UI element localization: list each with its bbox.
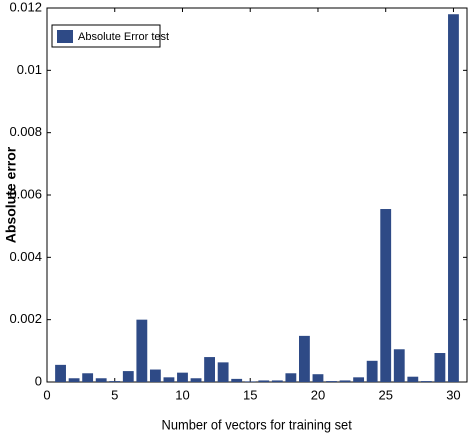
- bar: [177, 372, 188, 382]
- x-tick-label: 0: [43, 387, 50, 402]
- x-tick-label: 10: [175, 387, 189, 402]
- y-axis-label: Absolute error: [3, 146, 19, 243]
- plot-frame: [46, 7, 468, 383]
- bar: [204, 357, 215, 382]
- bar: [353, 377, 365, 382]
- x-axis-label: Number of vectors for training set: [162, 417, 352, 433]
- bar: [285, 373, 297, 382]
- y-tick-label: 0: [35, 373, 42, 388]
- bar: [366, 360, 378, 382]
- bar: [95, 378, 107, 382]
- x-tick-label: 25: [378, 387, 392, 402]
- bar: [122, 371, 134, 382]
- bar: [393, 349, 405, 382]
- y-tick-label: 0.012: [9, 0, 42, 14]
- legend-swatch: [57, 30, 73, 43]
- x-tick-label: 15: [243, 387, 257, 402]
- bar: [407, 376, 419, 382]
- bar: [244, 381, 256, 382]
- x-tick-label: 5: [111, 387, 118, 402]
- bar: [258, 380, 270, 382]
- x-tick-label: 30: [446, 387, 460, 402]
- bar: [380, 209, 392, 382]
- bar: [448, 14, 459, 382]
- bar: [109, 381, 121, 382]
- bar: [339, 380, 351, 382]
- bar: [326, 381, 337, 382]
- bar: [217, 362, 229, 382]
- y-tick-label: 0.002: [9, 311, 42, 326]
- bar: [55, 364, 66, 382]
- legend-label: Absolute Error test: [78, 31, 169, 43]
- y-tick-label: 0.004: [9, 249, 42, 264]
- bar: [231, 378, 243, 382]
- bar: [136, 319, 148, 382]
- y-tick-label: 0.006: [9, 186, 42, 201]
- bar: [271, 380, 283, 382]
- bar: [312, 374, 324, 382]
- x-tick-label: 20: [311, 387, 325, 402]
- bar: [149, 369, 161, 382]
- bar: [68, 378, 80, 382]
- legend-box: [51, 24, 161, 48]
- y-tick-label: 0.01: [17, 62, 42, 77]
- bar: [299, 335, 310, 382]
- legend: Absolute Error test: [51, 24, 169, 48]
- bar: [163, 377, 175, 382]
- bar: [434, 353, 446, 382]
- y-tick-label: 0.008: [9, 124, 42, 139]
- bar: [190, 378, 202, 382]
- bar: [420, 381, 432, 382]
- bar: [82, 373, 94, 382]
